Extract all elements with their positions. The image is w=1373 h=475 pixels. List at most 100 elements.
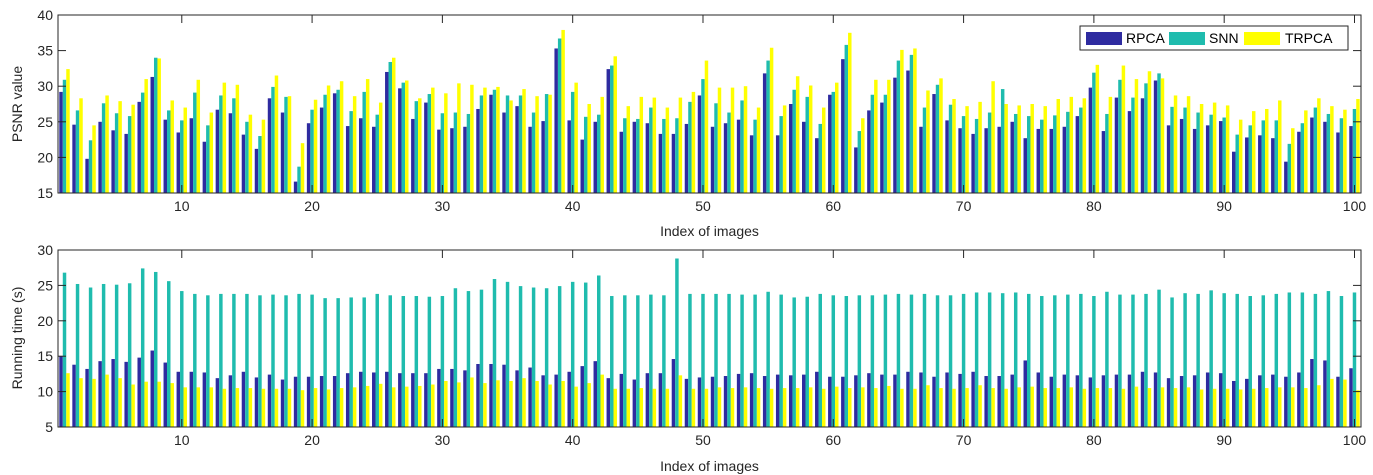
bar-snn-47 [662,118,666,193]
bar-rpca-15 [241,371,246,427]
bar-rpca-51 [710,376,715,427]
bar-snn-61 [844,44,849,194]
bar-trpca-11 [196,387,201,427]
x-tick-label: 40 [565,432,581,448]
bar-trpca-85 [1160,387,1165,427]
bar-trpca-12 [209,112,214,193]
bar-trpca-28 [418,98,422,193]
bar-snn-35 [505,95,510,193]
bar-rpca-44 [619,373,624,427]
bar-rpca-52 [723,123,728,193]
bar-trpca-81 [1108,96,1113,193]
bar-rpca-68 [932,376,936,427]
bar-trpca-85 [1160,78,1165,193]
bar-trpca-23 [352,96,357,193]
bar-trpca-60 [835,82,839,193]
bar-trpca-100 [1356,99,1360,193]
bar-trpca-41 [587,104,591,193]
bar-rpca-79 [1075,116,1080,193]
bar-rpca-23 [345,126,350,193]
bar-rpca-25 [372,126,376,193]
bar-trpca-7 [144,79,148,193]
bar-trpca-16 [261,119,266,193]
bar-trpca-84 [1147,388,1152,427]
x-tick-label: 20 [304,432,320,448]
bar-rpca-78 [1062,374,1067,427]
bar-trpca-7 [144,381,148,427]
bar-snn-20 [310,109,314,193]
bar-snn-42 [597,275,601,427]
bar-snn-81 [1105,113,1109,193]
bar-snn-34 [492,89,497,193]
bar-snn-91 [1235,134,1239,193]
bar-rpca-32 [463,126,467,193]
bar-snn-6 [127,283,132,427]
bar-rpca-15 [241,134,246,193]
bar-trpca-32 [470,377,474,427]
bar-snn-65 [896,293,901,427]
bar-rpca-44 [619,131,624,193]
bar-rpca-73 [997,376,1001,427]
bar-snn-11 [193,293,197,427]
bar-snn-27 [401,296,406,427]
bar-snn-3 [88,140,93,193]
bar-snn-5 [114,284,119,427]
bar-rpca-65 [893,77,897,193]
bar-trpca-47 [665,107,670,193]
bar-snn-74 [1013,292,1018,427]
bar-trpca-1 [66,373,70,427]
bar-rpca-69 [945,372,949,427]
bar-rpca-64 [880,374,884,427]
bar-rpca-81 [1101,131,1106,193]
bar-rpca-63 [867,110,871,193]
bar-trpca-20 [313,99,318,193]
bar-trpca-27 [405,386,409,427]
bar-trpca-78 [1069,387,1074,427]
bar-snn-13 [219,95,223,193]
bar-rpca-37 [528,126,532,193]
bar-snn-24 [362,91,366,193]
bar-rpca-84 [1140,98,1145,193]
bar-rpca-34 [489,363,493,427]
bar-rpca-52 [723,376,728,427]
bar-trpca-54 [756,388,761,427]
bar-rpca-76 [1036,128,1041,193]
bar-snn-69 [948,295,953,427]
legend-swatch-trpca [1244,32,1280,45]
bar-snn-92 [1248,125,1252,193]
bar-rpca-45 [632,379,637,427]
bar-trpca-5 [118,101,122,193]
y-tick-label: 30 [37,78,53,94]
bar-trpca-61 [848,32,852,193]
bar-rpca-69 [945,120,949,193]
bar-rpca-7 [137,357,141,427]
bar-trpca-44 [626,388,631,427]
bar-rpca-6 [124,361,128,427]
bar-rpca-86 [1166,125,1171,193]
bar-trpca-69 [952,99,956,193]
bar-rpca-100 [1349,368,1353,427]
bar-trpca-51 [717,87,722,193]
bar-rpca-5 [111,359,115,427]
bar-snn-39 [557,286,562,427]
bar-rpca-91 [1232,380,1236,427]
bar-trpca-46 [652,97,657,193]
bar-snn-67 [922,107,927,193]
bar-rpca-99 [1336,132,1340,193]
bar-snn-45 [636,118,640,193]
bar-snn-18 [284,96,288,193]
bar-snn-9 [167,110,171,193]
bar-snn-66 [909,294,914,427]
bar-trpca-2 [79,378,83,427]
bar-snn-79 [1079,107,1083,193]
bar-rpca-82 [1114,374,1119,427]
bar-trpca-35 [509,100,513,193]
bar-trpca-87 [1186,387,1191,427]
bar-trpca-71 [978,385,982,427]
bar-rpca-32 [463,370,467,427]
legend-label-rpca: RPCA [1126,30,1166,46]
bar-trpca-58 [808,387,813,427]
bar-rpca-70 [958,373,962,427]
bar-rpca-83 [1127,111,1132,193]
bar-rpca-72 [984,128,988,193]
